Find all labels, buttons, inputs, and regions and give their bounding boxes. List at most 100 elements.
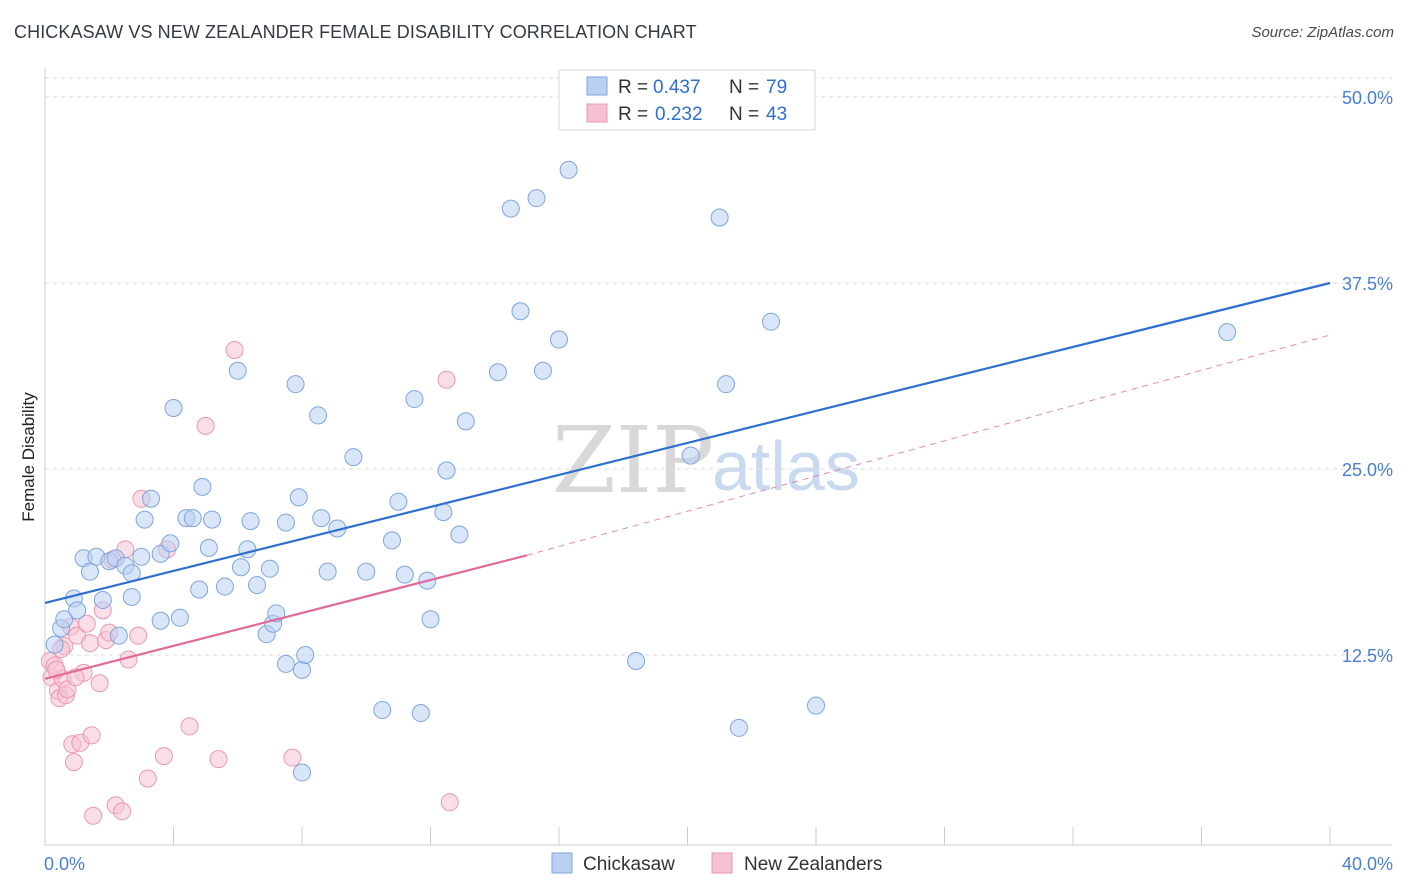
- data-point-chickasaw: [289, 488, 308, 507]
- legend-swatch-new-zealanders: [586, 103, 608, 123]
- data-point-new-zealanders: [283, 748, 302, 767]
- data-point-new-zealanders: [440, 793, 459, 812]
- data-point-new-zealanders: [437, 370, 456, 389]
- data-point-chickasaw: [389, 492, 408, 511]
- data-point-chickasaw: [276, 654, 295, 673]
- y-tick-label: 50.0%: [1342, 88, 1393, 108]
- data-point-chickasaw: [45, 635, 64, 654]
- data-point-new-zealanders: [225, 340, 244, 359]
- data-point-chickasaw: [231, 558, 250, 577]
- source-credit: Source: ZipAtlas.com: [1251, 24, 1394, 41]
- data-point-chickasaw: [1218, 323, 1237, 342]
- data-point-chickasaw: [93, 590, 112, 609]
- data-point-chickasaw: [550, 330, 568, 349]
- data-point-chickasaw: [511, 302, 530, 321]
- data-point-new-zealanders: [80, 634, 99, 653]
- data-point-chickasaw: [132, 547, 151, 566]
- data-point-chickasaw: [142, 489, 161, 508]
- data-point-chickasaw: [488, 363, 507, 382]
- data-point-new-zealanders: [64, 753, 83, 772]
- data-point-chickasaw: [501, 199, 520, 218]
- data-point-chickasaw: [627, 651, 646, 670]
- chickasaw-points: [45, 160, 1237, 782]
- data-point-chickasaw: [312, 509, 331, 528]
- data-point-chickasaw: [533, 361, 552, 380]
- data-point-new-zealanders: [82, 726, 101, 745]
- data-point-chickasaw: [122, 587, 141, 606]
- data-point-chickasaw: [161, 534, 180, 553]
- data-point-chickasaw: [437, 461, 456, 480]
- data-point-chickasaw: [309, 406, 328, 425]
- data-point-chickasaw: [228, 361, 247, 380]
- data-point-chickasaw: [151, 611, 170, 630]
- trend-line-chickasaw: [44, 281, 1331, 604]
- data-point-chickasaw: [286, 375, 305, 394]
- legend-swatch-chickasaw: [586, 76, 608, 96]
- legend-n-value: 79: [766, 77, 787, 98]
- data-point-chickasaw: [527, 189, 546, 208]
- data-point-chickasaw: [190, 580, 209, 599]
- data-point-chickasaw: [450, 525, 469, 544]
- data-point-chickasaw: [193, 477, 212, 496]
- data-point-chickasaw: [382, 531, 401, 550]
- data-point-chickasaw: [405, 390, 424, 409]
- chart-title: CHICKASAW VS NEW ZEALANDER FEMALE DISABI…: [14, 22, 697, 42]
- series-legend: Chickasaw New Zealanders: [551, 852, 882, 875]
- series-legend-label-new-zealanders: New Zealanders: [744, 854, 882, 875]
- legend-r-label: R =: [618, 104, 648, 125]
- data-point-chickasaw: [729, 718, 748, 737]
- data-point-chickasaw: [421, 610, 440, 629]
- new-zealanders-points: [40, 340, 459, 825]
- y-axis-label: Female Disability: [19, 392, 38, 522]
- tick-labels: 12.5% 25.0% 37.5% 50.0% 0.0% 40.0%: [44, 88, 1393, 874]
- series-legend-swatch-chickasaw: [551, 852, 573, 874]
- data-point-chickasaw: [164, 398, 183, 417]
- data-point-chickasaw: [55, 610, 74, 629]
- data-point-chickasaw: [710, 208, 729, 227]
- data-point-chickasaw: [762, 312, 781, 331]
- correlation-legend: R = 0.437 N = 79 R = 0.232 N = 43: [558, 69, 816, 131]
- data-point-new-zealanders: [196, 416, 215, 435]
- data-point-new-zealanders: [113, 802, 132, 821]
- data-point-new-zealanders: [138, 769, 157, 788]
- data-point-chickasaw: [276, 513, 295, 532]
- watermark-atlas: atlas: [712, 427, 860, 505]
- data-point-chickasaw: [807, 696, 825, 715]
- data-point-chickasaw: [373, 701, 392, 720]
- data-point-chickasaw: [559, 160, 578, 179]
- data-point-chickasaw: [293, 763, 311, 782]
- legend-r-value: 0.437: [653, 77, 701, 98]
- series-legend-swatch-new-zealanders: [711, 852, 733, 874]
- data-point-chickasaw: [238, 540, 257, 559]
- legend-n-label: N =: [729, 77, 759, 98]
- data-point-chickasaw: [395, 565, 414, 584]
- legend-n-value: 43: [766, 104, 787, 125]
- data-point-new-zealanders: [77, 614, 96, 633]
- data-point-chickasaw: [68, 601, 87, 620]
- legend-r-value: 0.232: [655, 104, 703, 125]
- trend-line-new-zealanders-extension: [526, 334, 1331, 556]
- data-point-new-zealanders: [84, 806, 103, 825]
- data-point-chickasaw: [456, 412, 475, 431]
- x-tick-label: 40.0%: [1342, 854, 1393, 874]
- legend-r-label: R =: [618, 77, 648, 98]
- data-point-chickasaw: [344, 448, 363, 467]
- data-point-chickasaw: [135, 510, 154, 529]
- data-point-chickasaw: [717, 375, 736, 394]
- data-point-chickasaw: [296, 646, 315, 664]
- data-point-chickasaw: [318, 562, 337, 581]
- data-point-chickasaw: [170, 608, 189, 627]
- trend-line-new-zealanders: [44, 554, 528, 680]
- y-tick-label: 25.0%: [1342, 460, 1393, 480]
- axes: [44, 68, 1392, 846]
- data-point-chickasaw: [215, 577, 234, 596]
- data-point-chickasaw: [260, 559, 279, 578]
- data-point-chickasaw: [681, 446, 700, 465]
- data-point-chickasaw: [80, 562, 99, 581]
- data-point-new-zealanders: [154, 747, 173, 766]
- data-point-chickasaw: [109, 626, 128, 645]
- trend-lines: [44, 281, 1331, 680]
- series-legend-label-chickasaw: Chickasaw: [583, 854, 675, 875]
- data-point-new-zealanders: [180, 717, 199, 736]
